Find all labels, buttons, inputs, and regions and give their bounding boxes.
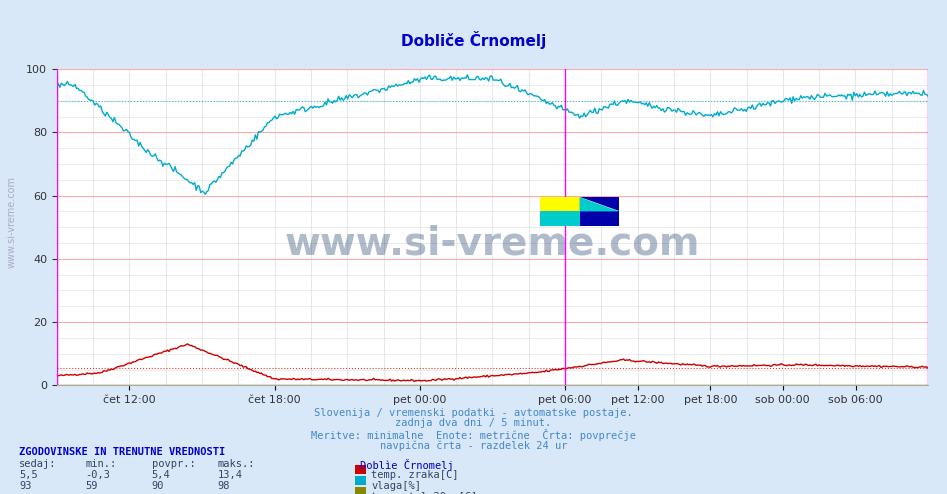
Text: -nan: -nan — [85, 492, 110, 494]
Text: ZGODOVINSKE IN TRENUTNE VREDNOSTI: ZGODOVINSKE IN TRENUTNE VREDNOSTI — [19, 447, 225, 457]
Text: Slovenija / vremenski podatki - avtomatske postaje.: Slovenija / vremenski podatki - avtomats… — [314, 408, 633, 417]
FancyBboxPatch shape — [541, 197, 580, 211]
Polygon shape — [580, 197, 618, 211]
Text: zadnja dva dni / 5 minut.: zadnja dva dni / 5 minut. — [396, 418, 551, 428]
Text: -0,3: -0,3 — [85, 470, 110, 480]
Text: www.si-vreme.com: www.si-vreme.com — [285, 224, 700, 262]
FancyBboxPatch shape — [580, 211, 618, 226]
Text: Meritve: minimalne  Enote: metrične  Črta: povprečje: Meritve: minimalne Enote: metrične Črta:… — [311, 429, 636, 441]
Text: 5,4: 5,4 — [152, 470, 170, 480]
FancyBboxPatch shape — [541, 211, 580, 226]
Text: 13,4: 13,4 — [218, 470, 242, 480]
Text: navpična črta - razdelek 24 ur: navpična črta - razdelek 24 ur — [380, 440, 567, 451]
Text: maks.:: maks.: — [218, 459, 256, 469]
Text: 98: 98 — [218, 481, 230, 491]
Text: Doblìe Črnomelj: Doblìe Črnomelj — [360, 459, 454, 471]
Text: 59: 59 — [85, 481, 98, 491]
Text: temp. tal 20cm[C]: temp. tal 20cm[C] — [371, 492, 477, 494]
Text: -nan: -nan — [152, 492, 176, 494]
Polygon shape — [580, 197, 618, 211]
Text: 93: 93 — [19, 481, 31, 491]
Text: 5,5: 5,5 — [19, 470, 38, 480]
Text: temp. zraka[C]: temp. zraka[C] — [371, 470, 458, 480]
Text: min.:: min.: — [85, 459, 116, 469]
Text: vlaga[%]: vlaga[%] — [371, 481, 421, 491]
Text: -nan: -nan — [19, 492, 44, 494]
Text: povpr.:: povpr.: — [152, 459, 195, 469]
Text: 90: 90 — [152, 481, 164, 491]
Text: www.si-vreme.com: www.si-vreme.com — [7, 176, 16, 268]
Text: -nan: -nan — [218, 492, 242, 494]
Text: sedaj:: sedaj: — [19, 459, 57, 469]
Text: Dobliče Črnomelj: Dobliče Črnomelj — [401, 32, 546, 49]
